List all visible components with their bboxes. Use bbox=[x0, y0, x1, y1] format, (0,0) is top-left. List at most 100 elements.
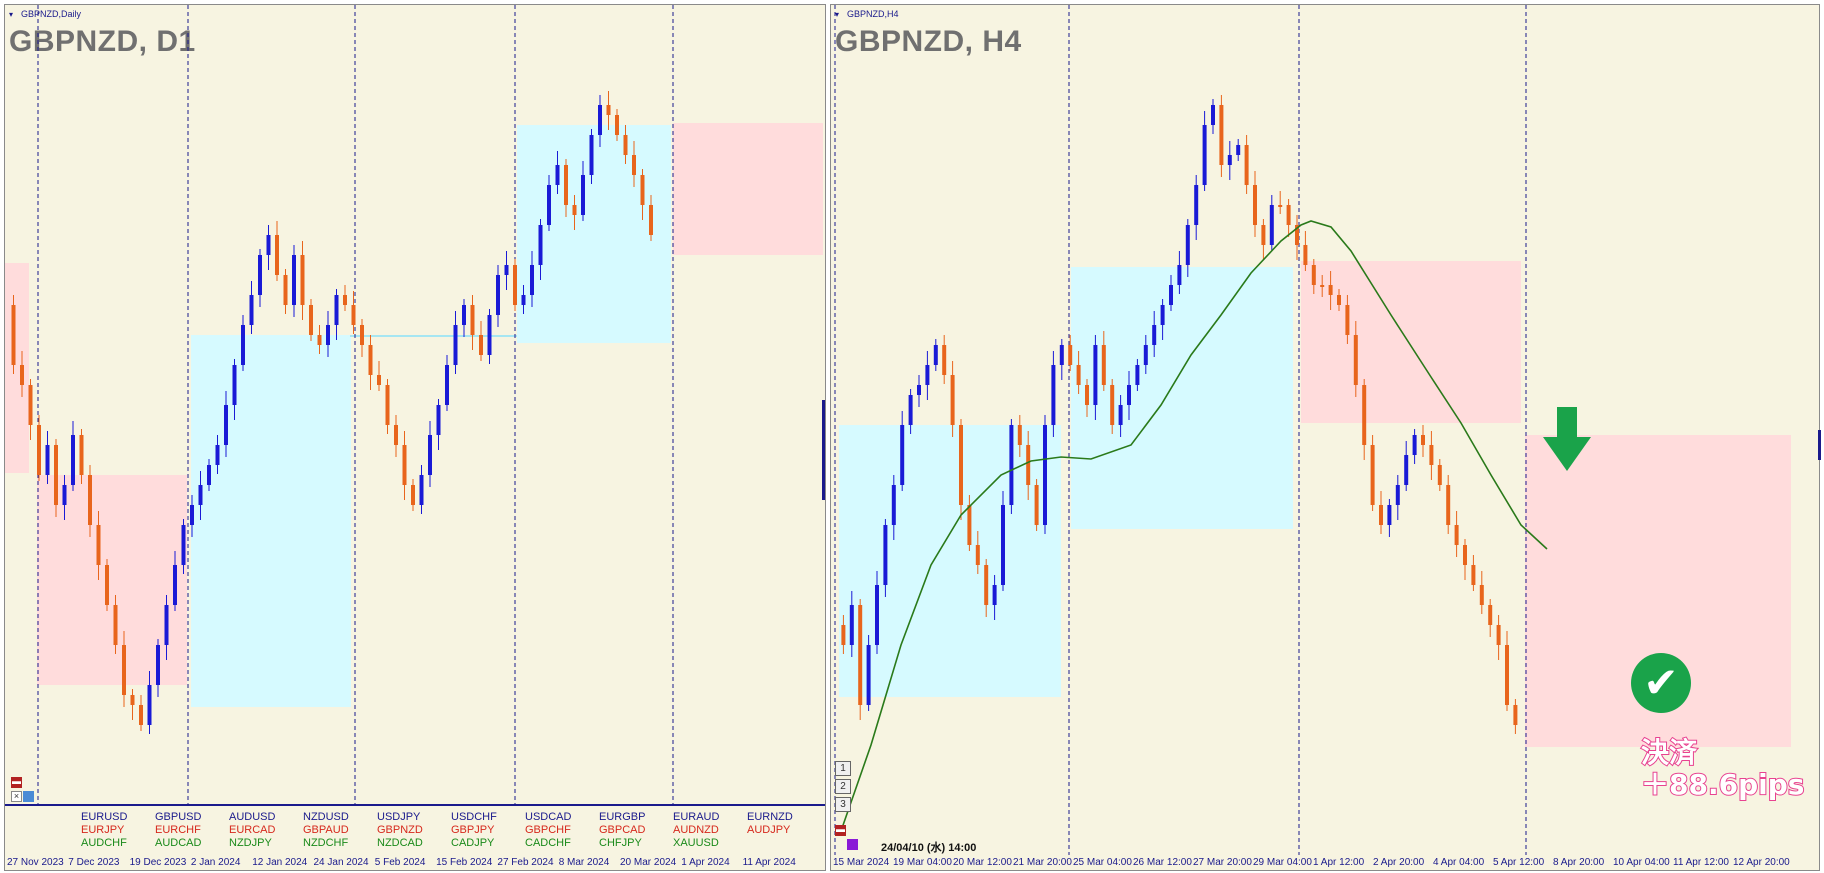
candle-bull bbox=[1160, 305, 1165, 325]
candle-bull bbox=[1009, 425, 1014, 505]
symbol-item[interactable]: NZDJPY bbox=[229, 837, 272, 849]
candle-bull bbox=[198, 485, 203, 505]
time-axis-label: 11 Apr 12:00 bbox=[1673, 857, 1729, 868]
symbol-item[interactable]: XAUUSD bbox=[673, 837, 719, 849]
symbol-item[interactable]: EURNZD bbox=[747, 811, 793, 823]
candle-bear bbox=[1328, 285, 1333, 295]
candle-bear bbox=[1479, 585, 1484, 605]
time-axis-label: 25 Mar 04:00 bbox=[1073, 857, 1132, 868]
candle-bull bbox=[1185, 225, 1190, 265]
time-axis-label: 20 Mar 2024 bbox=[620, 857, 677, 868]
candle-bear bbox=[105, 565, 109, 605]
time-axis-label: 5 Apr 12:00 bbox=[1493, 857, 1545, 868]
candle-bull bbox=[181, 525, 186, 565]
candle-bull bbox=[428, 435, 432, 475]
symbol-item[interactable]: NZDUSD bbox=[303, 811, 349, 823]
symbol-item[interactable]: USDCAD bbox=[525, 811, 572, 823]
timeframe-button-1[interactable]: 1 bbox=[835, 761, 851, 776]
scroll-indicator[interactable] bbox=[1818, 430, 1821, 460]
candle-bear bbox=[385, 385, 390, 425]
candle-bull bbox=[1152, 325, 1157, 345]
time-axis-label: 24 Jan 2024 bbox=[313, 857, 369, 868]
candle-bear bbox=[20, 365, 24, 385]
symbol-item[interactable]: USDCHF bbox=[451, 811, 497, 823]
symbol-item[interactable]: EURUSD bbox=[81, 811, 128, 823]
candle-bull bbox=[1177, 265, 1182, 285]
candle-bear bbox=[967, 505, 972, 545]
chart-window-h4[interactable]: ▾ GBPNZD,H4 GBPNZD, H4 ✔ 決済 ＋88.6pips 1 … bbox=[830, 4, 1820, 871]
support-zone bbox=[1071, 267, 1293, 529]
candle-bear bbox=[96, 525, 101, 565]
candle-bull bbox=[62, 485, 67, 505]
chart-window-daily[interactable]: ▾ GBPNZD,Daily GBPNZD, D1 ▬ × EURUSD EURJ… bbox=[4, 4, 826, 871]
symbol-item[interactable]: GBPJPY bbox=[451, 824, 495, 836]
time-axis-label: 5 Feb 2024 bbox=[374, 857, 426, 868]
candle-bear bbox=[1320, 285, 1325, 287]
candle-bear bbox=[351, 305, 356, 325]
minimize-icon[interactable]: ▬ bbox=[11, 776, 22, 788]
time-axis-label: 10 Apr 04:00 bbox=[1613, 857, 1670, 868]
symbol-item[interactable]: GBPCAD bbox=[599, 824, 646, 836]
symbol-item[interactable]: GBPAUD bbox=[303, 824, 349, 836]
symbol-item[interactable]: EURGBP bbox=[599, 811, 646, 823]
minimize-icon[interactable]: ▬ bbox=[835, 824, 846, 836]
candle-bear bbox=[1101, 345, 1106, 385]
candle-bull bbox=[436, 405, 441, 435]
candle-bear bbox=[470, 305, 475, 335]
symbol-item[interactable]: AUDNZD bbox=[673, 824, 719, 836]
candle-bear bbox=[130, 695, 135, 705]
window-menu-icon[interactable]: ▾ bbox=[835, 10, 840, 19]
candle-bear bbox=[377, 375, 381, 385]
candle-bear bbox=[1219, 105, 1224, 165]
candle-bear bbox=[122, 645, 126, 695]
symbol-item[interactable]: CHFJPY bbox=[599, 837, 642, 849]
candle-bull bbox=[1194, 185, 1199, 225]
symbol-item[interactable]: EURCHF bbox=[155, 824, 201, 836]
maximize-icon[interactable] bbox=[23, 791, 34, 802]
symbol-item[interactable]: CADJPY bbox=[451, 837, 495, 849]
candle-bull bbox=[462, 305, 466, 325]
symbol-item[interactable]: EURJPY bbox=[81, 824, 125, 836]
timeframe-button-3[interactable]: 3 bbox=[835, 797, 851, 812]
candle-bull bbox=[445, 365, 449, 405]
candle-bull bbox=[1059, 345, 1064, 365]
candle-bull bbox=[530, 265, 534, 295]
candle-bull bbox=[866, 645, 871, 705]
time-axis-label: 7 Dec 2023 bbox=[68, 857, 120, 868]
symbol-item[interactable]: NZDCHF bbox=[303, 837, 349, 849]
candle-bear bbox=[1429, 445, 1434, 465]
result-pips: ＋88.6pips bbox=[1640, 767, 1805, 802]
timeframe-button-2[interactable]: 2 bbox=[835, 779, 851, 794]
candle-bull bbox=[487, 315, 492, 355]
symbol-item[interactable]: EURCAD bbox=[229, 824, 276, 836]
candle-bull bbox=[1211, 105, 1215, 125]
moving-average-line bbox=[840, 220, 1548, 832]
candle-bear bbox=[275, 235, 279, 275]
window-menu-icon[interactable]: ▾ bbox=[9, 10, 14, 19]
time-axis-label: 21 Mar 20:00 bbox=[1013, 857, 1072, 868]
candle-bear bbox=[139, 705, 143, 725]
symbol-item[interactable]: EURAUD bbox=[673, 811, 720, 823]
candle-bull bbox=[925, 365, 930, 385]
close-icon[interactable]: × bbox=[11, 791, 22, 802]
symbol-item[interactable]: GBPCHF bbox=[525, 824, 571, 836]
symbol-item[interactable]: AUDJPY bbox=[747, 824, 791, 836]
candle-bull bbox=[589, 135, 594, 175]
symbol-item[interactable]: GBPNZD bbox=[377, 824, 423, 836]
candle-bull bbox=[992, 585, 997, 605]
symbol-item[interactable]: NZDCAD bbox=[377, 837, 423, 849]
time-axis-label: 19 Mar 04:00 bbox=[893, 857, 952, 868]
symbol-item[interactable]: USDJPY bbox=[377, 811, 421, 823]
scroll-indicator[interactable] bbox=[822, 400, 825, 500]
symbol-item[interactable]: AUDCAD bbox=[155, 837, 202, 849]
candle-bull bbox=[207, 465, 211, 485]
candle-bull bbox=[266, 235, 271, 255]
candle-bull bbox=[419, 475, 424, 505]
indicator-icon[interactable] bbox=[847, 839, 858, 850]
window-title: GBPNZD,Daily bbox=[21, 9, 82, 19]
time-axis-label: 12 Jan 2024 bbox=[252, 857, 308, 868]
symbol-item[interactable]: CADCHF bbox=[525, 837, 571, 849]
symbol-item[interactable]: GBPUSD bbox=[155, 811, 202, 823]
symbol-item[interactable]: AUDUSD bbox=[229, 811, 276, 823]
symbol-item[interactable]: AUDCHF bbox=[81, 837, 127, 849]
